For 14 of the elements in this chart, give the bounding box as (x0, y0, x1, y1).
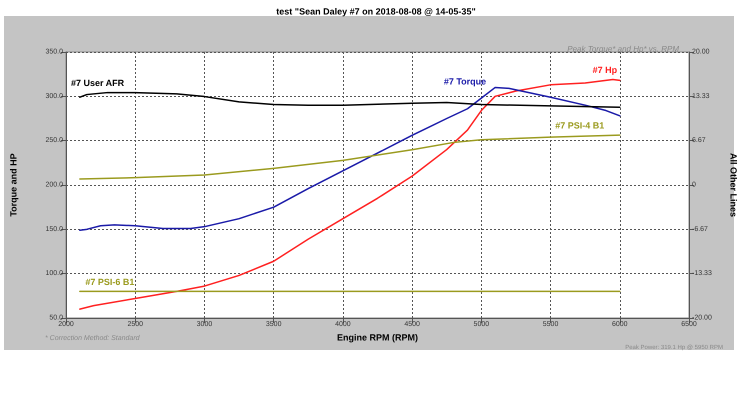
y2-axis-title: All Other Lines (728, 152, 738, 218)
line-series (79, 78, 621, 310)
chart-title: test "Sean Daley #7 on 2018-08-08 @ 14-05-35" (276, 6, 476, 16)
series-label: #7 User AFR (70, 78, 125, 88)
series-label: #7 Torque (444, 76, 486, 86)
series-label: #7 PSI-6 B1 (85, 276, 134, 287)
x-axis-title: Engine RPM (RPM) (337, 332, 418, 342)
line-series (79, 134, 621, 180)
chart-subtitle: Peak Torque* and Hp* vs. RPM (567, 44, 680, 54)
line-series (79, 92, 621, 108)
series-label: #7 Hp (592, 64, 618, 75)
line-series (79, 86, 621, 231)
y-axis-title: Torque and HP (8, 153, 18, 217)
series-label: #7 PSI-4 B1 (555, 120, 604, 131)
